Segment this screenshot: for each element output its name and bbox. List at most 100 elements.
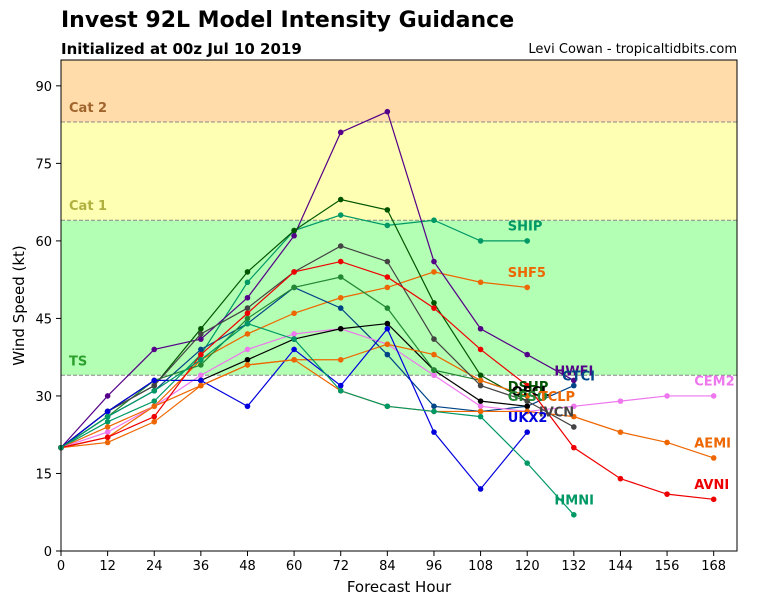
series-label-ivcn: IVCN [539, 406, 574, 421]
x-tick-label: 24 [146, 559, 163, 574]
x-tick-label: 12 [99, 559, 116, 574]
data-point-tclp [151, 418, 158, 425]
series-label-dshp: DSHP [508, 380, 549, 395]
band-labels: TS Cat 1 Cat 2 [69, 101, 107, 369]
data-point-shf5 [244, 331, 251, 337]
data-point-aemi [571, 413, 577, 420]
x-tick-label: 156 [655, 559, 680, 574]
x-tick-label: 120 [515, 559, 540, 574]
data-point-ukx2 [244, 403, 251, 410]
data-point-cem2 [710, 393, 717, 399]
data-point-aemi [664, 439, 670, 446]
data-point-cem2 [477, 403, 484, 410]
x-tick-label: 96 [426, 559, 443, 574]
data-point-ukx2 [524, 429, 531, 435]
data-point-ofcl [384, 320, 391, 327]
x-tick-label: 48 [239, 559, 256, 574]
plot-frame [60, 59, 738, 552]
data-point-ctci [384, 351, 391, 358]
data-point-gfso [384, 305, 391, 311]
data-point-gfso [291, 284, 297, 291]
data-point-avni [524, 382, 531, 389]
data-point-avni [431, 305, 437, 311]
data-point-avni [337, 258, 344, 265]
intensity-bands [61, 60, 737, 376]
series-avni [58, 258, 717, 503]
data-point-hmni [571, 512, 577, 518]
y-tick-label: 0 [44, 545, 52, 560]
data-point-cem2 [431, 372, 437, 379]
data-point-cem2 [617, 398, 624, 404]
data-point-ivcn [244, 305, 251, 311]
data-point-hwfi [337, 129, 344, 136]
data-point-aemi [151, 403, 158, 410]
data-point-dshp [477, 372, 484, 379]
data-point-dshp [244, 269, 251, 275]
data-point-ctci [431, 403, 437, 410]
data-point-ship [244, 279, 251, 286]
data-point-ship [477, 238, 484, 244]
series-label-gfso: GFSO [508, 390, 548, 405]
series-line-hmni [60, 322, 575, 516]
series-label-aemi: AEMI [694, 437, 731, 452]
data-point-ship [104, 418, 111, 425]
data-point-ship [524, 238, 531, 244]
series-label-avni: AVNI [694, 478, 729, 493]
y-axis: 0 15 30 45 60 75 90 [35, 80, 61, 560]
data-point-dshp [431, 300, 437, 306]
data-point-tclp [431, 351, 437, 358]
data-point-avni [244, 310, 251, 317]
data-point-ukx2 [198, 377, 204, 384]
data-point-hmni [198, 356, 204, 363]
data-point-avni [291, 269, 297, 275]
data-point-hwfi [431, 258, 437, 265]
data-point-tclp [104, 439, 111, 446]
data-point-hmni [244, 320, 251, 327]
series-label-ofcl: OFCL [512, 385, 550, 400]
data-point-avni [477, 346, 484, 353]
chart-subtitle: Initialized at 00z Jul 10 2019 [61, 40, 302, 58]
data-point-ivcn [571, 424, 577, 430]
y-tick-label: 45 [35, 312, 52, 327]
data-point-hmni [291, 336, 297, 342]
data-point-ivcn [524, 398, 531, 404]
data-point-avni [664, 491, 670, 497]
y-tick-label: 90 [35, 80, 52, 95]
series-label-hmni: HMNI [554, 493, 594, 508]
data-point-avni [617, 475, 624, 482]
data-point-tclp [384, 341, 391, 348]
data-point-ukx2 [337, 382, 344, 389]
data-point-ivcn [151, 382, 158, 389]
data-point-cem2 [198, 372, 204, 379]
data-point-ofcl [477, 398, 484, 404]
data-point-ivcn [431, 336, 437, 342]
data-point-aemi [710, 455, 717, 461]
data-point-aemi [617, 429, 624, 435]
x-tick-label: 0 [57, 559, 65, 574]
series-label-ukx2: UKX2 [508, 411, 548, 426]
series-label-ship: SHIP [508, 220, 543, 235]
data-point-ofcl [524, 403, 531, 410]
band-label-ts: TS [69, 354, 87, 369]
series-ukx2 [58, 325, 531, 492]
band-ts [61, 220, 737, 376]
x-tick-label: 60 [286, 559, 303, 574]
data-point-dshp [337, 196, 344, 203]
data-point-ukx2 [431, 429, 437, 435]
band-label-cat-1: Cat 1 [69, 199, 107, 214]
data-point-ukx2 [104, 408, 111, 415]
data-point-shf5 [524, 284, 531, 291]
data-point-ivcn [337, 243, 344, 249]
data-point-ivcn [198, 331, 204, 337]
series-label-ctci: CTCI [562, 369, 595, 384]
data-point-avni [151, 413, 158, 420]
series-line-hwfi [60, 110, 575, 449]
data-point-shf5 [104, 424, 111, 430]
data-point-ctci [198, 346, 204, 353]
series-line-ivcn [60, 245, 575, 449]
y-axis-label: Wind Speed (kt) [10, 245, 28, 366]
data-point-hmni [151, 387, 158, 394]
data-point-hmni [477, 413, 484, 420]
series-label-hwfi: HWFI [554, 364, 593, 379]
series-label-tclp: TCLP [539, 390, 575, 405]
